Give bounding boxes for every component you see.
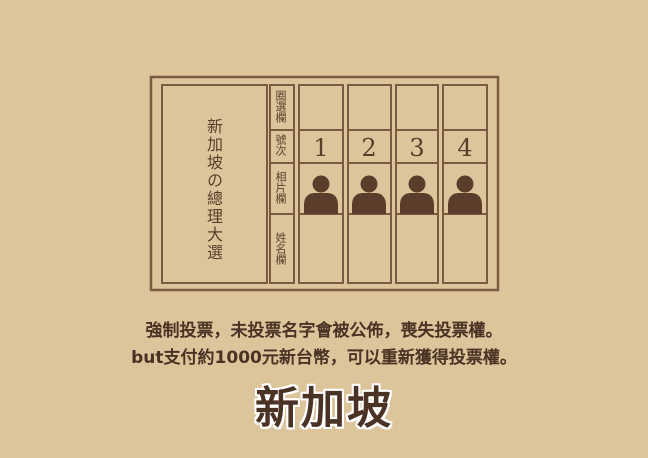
country-heading: 新加坡 [255, 383, 393, 434]
person-icon [352, 175, 386, 214]
candidate-number-3: 3 [409, 134, 425, 162]
person-icon [448, 175, 482, 214]
ballot-diagram [149, 75, 500, 292]
caption-line-2: but支付約1000元新台幣，可以重新獲得投票權。 [131, 348, 517, 368]
candidate-number-4: 4 [457, 134, 473, 162]
ballot-title: 新加坡の總理大選 [204, 118, 223, 262]
ballot-outer-frame [149, 75, 500, 292]
candidate-number-2: 2 [361, 134, 377, 162]
candidate-number-1: 1 [313, 134, 329, 162]
header-name: 姓名欄 [274, 232, 287, 265]
person-icon [400, 175, 434, 214]
header-photo: 相片欄 [274, 171, 287, 204]
person-icon [304, 175, 338, 214]
ballot-header-column [269, 84, 295, 284]
caption-line-1: 強制投票，未投票名字會被公佈，喪失投票權。 [145, 321, 503, 341]
ballot-title-panel [161, 84, 268, 284]
header-number: 號次 [274, 134, 287, 156]
header-circle-column: 圈選欄 [274, 90, 287, 123]
